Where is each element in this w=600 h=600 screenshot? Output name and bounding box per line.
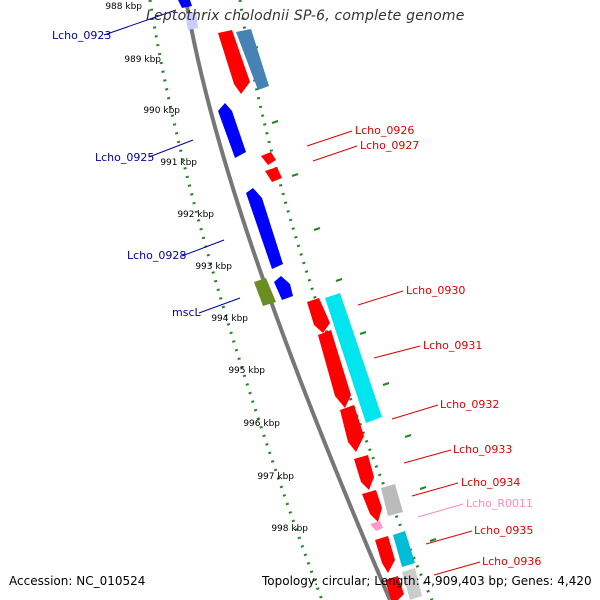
gene-feature-lcho0928[interactable] [246,188,283,269]
gene-feature-lcho0934[interactable] [362,490,382,522]
gene-feature-lcho0923[interactable] [178,0,192,8]
accession-text: Accession: NC_010524 [9,574,146,588]
scale-ticks [251,46,437,542]
gene-label[interactable]: Lcho_0931 [423,339,482,352]
gene-feature-mscl[interactable] [254,278,276,306]
scale-label: 997 kbp [257,472,294,482]
gene-label[interactable]: Lcho_0934 [461,476,520,489]
gene-feature-lcho0930[interactable] [307,298,330,333]
gene-feature[interactable] [274,276,293,300]
gene-label[interactable]: Lcho_0932 [440,398,499,411]
gene-label[interactable]: Lcho_0926 [355,124,414,137]
gene-label[interactable]: Lcho_0927 [360,139,419,152]
gene-feature-lcho0935[interactable] [375,536,395,573]
gene-feature-lcho0931[interactable] [318,330,351,408]
gene-feature-lcho0932[interactable] [340,405,364,452]
scale-labels: 988 kbp 989 kbp 990 kbp 991 kbp 992 kbp … [105,2,308,534]
scale-label: 989 kbp [124,55,161,65]
inner-scale-ring [148,0,324,600]
gene-feature-lcho0936[interactable] [385,576,404,600]
reverse-strand-features [178,0,293,306]
scale-label: 998 kbp [271,524,308,534]
gene-feature[interactable] [236,29,269,90]
scale-label: 988 kbp [105,2,142,12]
gene-feature[interactable] [325,293,382,423]
gene-label[interactable]: mscL [172,306,201,319]
scale-label: 992 kbp [177,210,214,220]
map-title: Leptothrix cholodnii SP-6, complete geno… [146,8,465,24]
scale-label: 990 kbp [143,106,180,116]
gene-feature[interactable] [393,531,415,567]
gene-feature-lcho0927[interactable] [265,167,282,182]
gene-feature[interactable] [402,568,422,600]
genome-summary-text: Topology: circular; Length: 4,909,403 bp… [262,574,592,588]
gene-label[interactable]: Lcho_0925 [95,151,154,164]
gene-feature[interactable] [185,12,198,30]
gene-feature-lcho0933[interactable] [354,455,374,490]
scale-label: 995 kbp [228,366,265,376]
gene-feature[interactable] [218,30,250,94]
gene-label[interactable]: Lcho_0935 [474,524,533,537]
gene-label-group: Lcho_0923 Lcho_0925 Lcho_0928 mscL Lcho_… [52,29,541,568]
outer-ring-features [325,293,422,600]
scale-label: 994 kbp [211,314,248,324]
scale-label: 993 kbp [195,262,232,272]
gene-label[interactable]: Lcho_0936 [482,555,541,568]
forward-strand-features [218,29,404,600]
rna-feature-lchor0011[interactable] [370,521,383,531]
gene-label[interactable]: Lcho_0923 [52,29,111,42]
gene-feature-lcho0925[interactable] [218,103,246,158]
gene-label[interactable]: Lcho_0928 [127,249,186,262]
gene-label[interactable]: Lcho_0933 [453,443,512,456]
label-leaders [103,9,481,576]
gene-label[interactable]: Lcho_0930 [406,284,465,297]
gene-feature-lcho0926[interactable] [261,152,276,165]
scale-label: 991 kbp [160,158,197,168]
genome-backbone [184,0,392,600]
gene-feature[interactable] [381,484,403,516]
scale-label: 996 kbp [243,419,280,429]
gene-label[interactable]: Lcho_R0011 [466,497,533,510]
